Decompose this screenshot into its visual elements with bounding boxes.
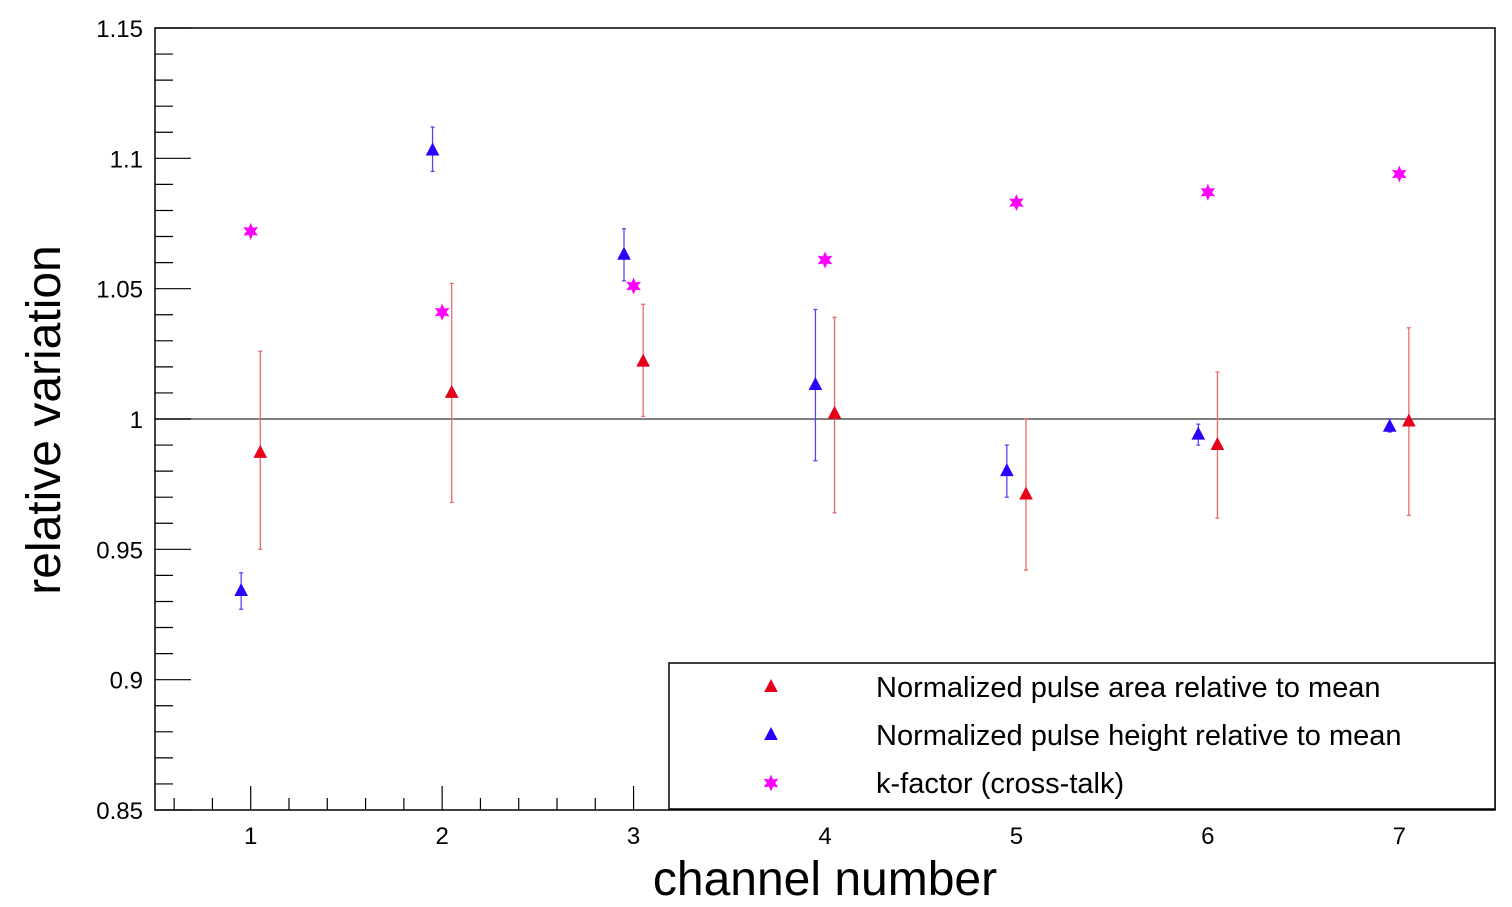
y-tick-label: 0.95 (96, 537, 143, 564)
x-tick-label: 2 (435, 823, 448, 850)
x-tick-label: 3 (627, 823, 640, 850)
legend-triangle-icon (764, 726, 778, 740)
pulse-height-marker (1191, 426, 1206, 440)
pulse-area-marker (444, 384, 459, 398)
pulse-area-marker (253, 444, 268, 458)
x-tick-label: 1 (244, 823, 257, 850)
legend-label: Normalized pulse area relative to mean (876, 672, 1381, 704)
data-points (234, 142, 1416, 596)
legend-label: Normalized pulse height relative to mean (876, 720, 1402, 752)
plot-frame (154, 27, 1496, 811)
legend-label: k-factor (cross-talk) (876, 768, 1124, 800)
x-axis-title: channel number (653, 853, 997, 906)
axis-ticks: 0.85 0.9 0.95 1 1.05 1.1 1.15 1 2 3 4 5 6 7 (96, 16, 1477, 850)
legend-entry: Normalized pulse area relative to mean (764, 672, 1381, 704)
legend-triangle-icon (764, 678, 778, 692)
legend-star-icon (763, 774, 779, 792)
x-tick-label: 4 (818, 823, 831, 850)
pulse-height-marker (1000, 463, 1014, 477)
pulse-height-marker (425, 142, 440, 156)
y-axis-title: relative variation (18, 245, 71, 595)
legend-entry: k-factor (cross-talk) (763, 768, 1124, 800)
kfactor-star-marker (626, 277, 641, 295)
y-tick-label: 1.05 (96, 277, 143, 304)
kfactor-star-marker (1391, 165, 1407, 183)
pulse-height-marker (617, 246, 631, 260)
y-tick-label: 0.85 (96, 798, 143, 825)
kfactor-star-marker (243, 222, 259, 240)
x-tick-label: 6 (1201, 823, 1214, 850)
pulse-height-marker (234, 582, 248, 596)
x-tick-label: 5 (1010, 823, 1023, 850)
pulse-height-marker (808, 377, 823, 391)
pulse-area-marker (1210, 437, 1225, 451)
y-tick-label: 1 (130, 407, 143, 434)
kfactor-star-marker (1200, 183, 1216, 201)
pulse-area-marker (1402, 413, 1416, 427)
kfactor-star-marker (817, 251, 833, 269)
pulse-height-marker (1382, 418, 1397, 432)
y-tick-label: 1.15 (96, 16, 143, 43)
kfactor-star-marker (1009, 194, 1024, 212)
pulse-area-marker (827, 405, 842, 419)
y-tick-label: 1.1 (110, 146, 143, 173)
pulse-area-marker (636, 353, 650, 367)
legend-entry: Normalized pulse height relative to mean (764, 720, 1402, 752)
legend: Normalized pulse area relative to mean No… (668, 662, 1496, 810)
y-tick-label: 0.9 (110, 668, 143, 695)
pulse-area-marker (1019, 486, 1033, 500)
kfactor-star-marker (434, 303, 450, 321)
legend-box (668, 662, 1496, 810)
error-bars (239, 126, 1411, 610)
x-tick-label: 7 (1393, 823, 1406, 850)
